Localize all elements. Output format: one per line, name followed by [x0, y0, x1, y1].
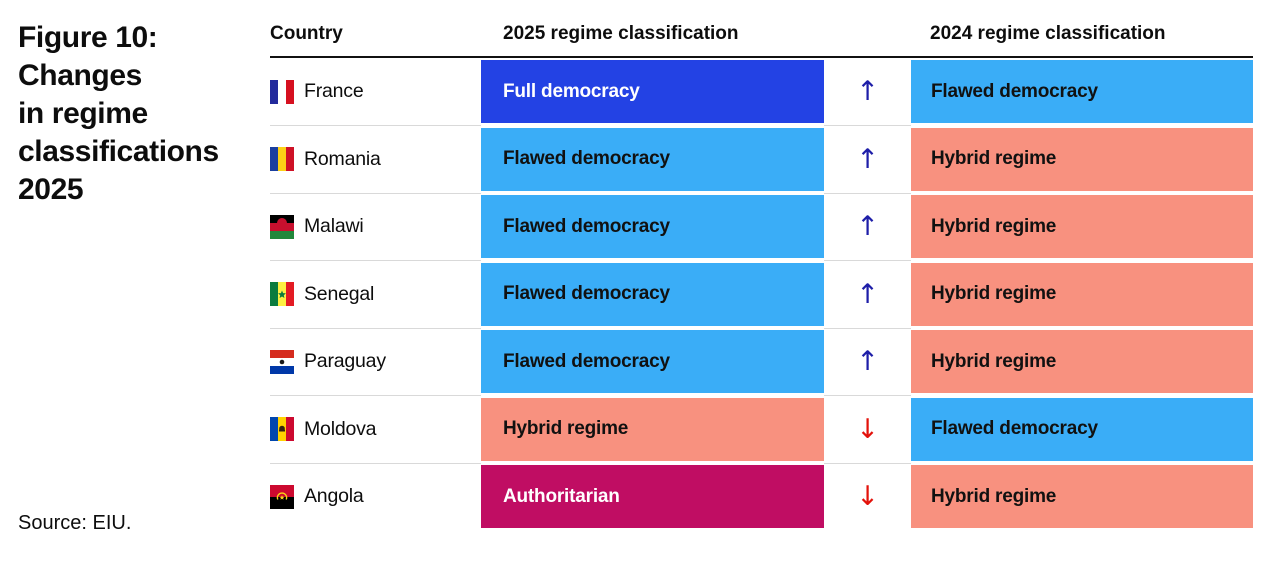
down-arrow-icon: ↓	[824, 397, 911, 464]
classification-2025-cell: Flawed democracy	[481, 262, 824, 326]
table-row: Malawi Flawed democracy ↑ Hybrid regime	[270, 195, 1253, 261]
up-arrow-icon: ↑	[824, 195, 911, 261]
classification-2024-cell: Flawed democracy	[911, 60, 1253, 123]
country-cell: Angola	[270, 465, 481, 528]
country-cell: France	[270, 60, 481, 126]
table-row: France Full democracy ↑ Flawed democracy	[270, 60, 1253, 126]
classification-2025-cell: Flawed democracy	[481, 330, 824, 393]
classification-2024-cell: Hybrid regime	[911, 262, 1253, 326]
table-row: Moldova Hybrid regime ↓ Flawed democracy	[270, 397, 1253, 464]
country-cell: Senegal	[270, 262, 481, 329]
paraguay-flag-icon	[270, 349, 294, 374]
figure-title-line: in regime	[18, 97, 148, 130]
column-header-country: Country	[270, 23, 343, 44]
figure-title-line: 2025	[18, 173, 84, 206]
column-header-2024: 2024 regime classification	[930, 23, 1166, 44]
figure-title-line: Changes	[18, 59, 142, 92]
classification-2024-cell: Hybrid regime	[911, 465, 1253, 528]
classification-2025-cell: Flawed democracy	[481, 127, 824, 191]
angola-flag-icon	[270, 484, 294, 509]
country-label: Angola	[304, 485, 364, 507]
country-label: France	[304, 80, 364, 102]
france-flag-icon	[270, 79, 294, 104]
down-arrow-icon: ↓	[824, 465, 911, 528]
source-note: Source: EIU.	[18, 512, 132, 534]
senegal-flag-icon	[270, 282, 294, 306]
country-label: Malawi	[304, 215, 364, 237]
table-row: Romania Flawed democracy ↑ Hybrid regime	[270, 127, 1253, 194]
classification-2025-cell: Hybrid regime	[481, 397, 824, 461]
classification-2025-cell: Flawed democracy	[481, 195, 824, 258]
figure-title-line: Figure 10:	[18, 21, 158, 54]
country-label: Paraguay	[304, 350, 386, 372]
regime-classification-table: Country 2025 regime classification 2024 …	[270, 20, 1253, 528]
classification-2024-cell: Hybrid regime	[911, 195, 1253, 258]
up-arrow-icon: ↑	[824, 262, 911, 329]
country-cell: Romania	[270, 127, 481, 194]
table-row: Angola Authoritarian ↓ Hybrid regime	[270, 465, 1253, 528]
country-label: Moldova	[304, 417, 377, 440]
malawi-flag-icon	[270, 214, 294, 239]
country-label: Senegal	[304, 282, 375, 305]
country-cell: Paraguay	[270, 330, 481, 396]
figure-title-line: classifications	[18, 135, 219, 168]
classification-2025-cell: Authoritarian	[481, 465, 824, 528]
classification-2024-cell: Hybrid regime	[911, 330, 1253, 393]
table-body: France Full democracy ↑ Flawed democracy…	[270, 60, 1253, 528]
table-header-row: Country 2025 regime classification 2024 …	[270, 20, 1253, 58]
classification-2025-cell: Full democracy	[481, 60, 824, 123]
romania-flag-icon	[270, 147, 294, 171]
column-header-spacer	[824, 20, 911, 56]
moldova-flag-icon	[270, 417, 294, 441]
country-cell: Malawi	[270, 195, 481, 261]
country-cell: Moldova	[270, 397, 481, 464]
table-row: Paraguay Flawed democracy ↑ Hybrid regim…	[270, 330, 1253, 396]
up-arrow-icon: ↑	[824, 127, 911, 194]
figure-title: Figure 10: Changes in regime classificat…	[18, 19, 263, 209]
country-label: Romania	[304, 147, 381, 170]
column-header-2025: 2025 regime classification	[503, 23, 739, 44]
table-row: Senegal Flawed democracy ↑ Hybrid regime	[270, 262, 1253, 329]
up-arrow-icon: ↑	[824, 330, 911, 396]
up-arrow-icon: ↑	[824, 60, 911, 126]
classification-2024-cell: Hybrid regime	[911, 127, 1253, 191]
classification-2024-cell: Flawed democracy	[911, 397, 1253, 461]
